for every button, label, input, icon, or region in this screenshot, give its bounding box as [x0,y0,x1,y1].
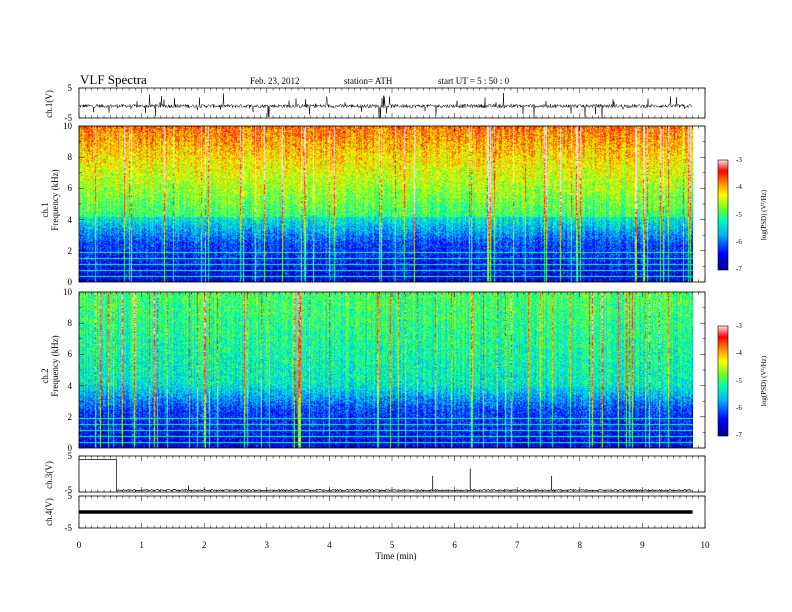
y-axis-channel-label: ch.2 [40,368,50,383]
x-tick-label: 3 [265,540,270,550]
ch1-spectrogram-image [79,126,693,282]
panel-frame [78,455,706,493]
panel-ch4-voltage: 5 -5 ch.4(V) [44,491,706,533]
y-tick-label: 6 [68,349,73,359]
x-tick-label: 10 [701,540,711,550]
x-axis: 0 1 2 3 4 5 6 7 8 9 10 [77,87,711,550]
colorbar-tick: -5 [736,211,742,219]
station-label: station= ATH [344,76,393,86]
y-axis-channel-label: ch.1 [40,202,50,217]
ch1-voltage-trace [78,92,693,119]
colorbar-tick: -3 [736,322,742,330]
colorbar-tick: -5 [736,377,742,385]
y-axis-label: ch.1(V) [44,90,54,118]
colorbar-tick: -7 [736,265,742,273]
y-tick-label: 0 [68,277,73,287]
y-tick-label: 2 [68,412,73,422]
y-tick-label: 8 [68,152,73,162]
colorbar [717,159,729,271]
colorbar-tick: -4 [736,183,742,191]
y-tick-label: 0 [68,443,73,453]
ch2-spectrogram-image [79,292,693,448]
x-tick-label: 9 [640,540,645,550]
y-tick-label: 4 [68,381,73,391]
y-tick-label: 5 [68,83,73,93]
y-tick-label: 5 [68,491,73,501]
panel-ch3-voltage: 5 -5 ch.3(V) [44,451,706,495]
start-time-label: start UT = 5 : 50 : 0 [438,76,510,86]
x-tick-label: 2 [202,540,207,550]
colorbar-tick: -6 [736,238,742,246]
x-tick-label: 8 [578,540,583,550]
y-tick-label: 8 [68,318,73,328]
colorbar-tick: -4 [736,349,742,357]
x-tick-label: 4 [327,540,332,550]
y-axis-label: Frequency (kHz) [50,335,60,396]
colorbar [717,325,729,437]
x-tick-label: 7 [515,540,520,550]
x-tick-label: 1 [139,540,144,550]
y-tick-label: -5 [65,113,73,123]
y-tick-label: 4 [68,215,73,225]
panel-ch1-voltage: 5 -5 ch.1(V) [44,83,706,123]
colorbar-label: log(PSD) (V²/Hz) [760,189,768,240]
y-tick-label: 10 [63,121,73,131]
x-tick-label: 5 [390,540,395,550]
y-tick-label: 5 [68,451,73,461]
panel-ch1-spectrogram: 0 2 4 6 8 10 ch.1 Frequency (kHz) -3 -4 … [40,121,768,287]
colorbar-tick: -3 [736,156,742,164]
y-tick-label: 2 [68,246,73,256]
chart-title: VLF Spectra [80,72,147,87]
y-axis-label: ch.4(V) [44,498,54,526]
date-label: Feb. 23, 2012 [250,76,300,86]
y-tick-label: 6 [68,183,73,193]
ch3-voltage-trace [79,459,692,492]
y-axis-label: Frequency (kHz) [50,169,60,230]
y-tick-label: -5 [65,523,73,533]
y-tick-label: 10 [63,287,73,297]
y-axis-label: ch.3(V) [44,461,54,489]
x-axis-label: Time (min) [376,551,417,561]
x-tick-label: 6 [452,540,457,550]
colorbar-label: log(PSD) (V²/Hz) [760,355,768,406]
colorbar-tick: -6 [736,404,742,412]
y-tick-label: -5 [65,485,73,495]
x-tick-label: 0 [77,540,82,550]
colorbar-tick: -7 [736,431,742,439]
panel-ch2-spectrogram: 0 2 4 6 8 10 ch.2 Frequency (kHz) -3 -4 … [40,287,768,453]
